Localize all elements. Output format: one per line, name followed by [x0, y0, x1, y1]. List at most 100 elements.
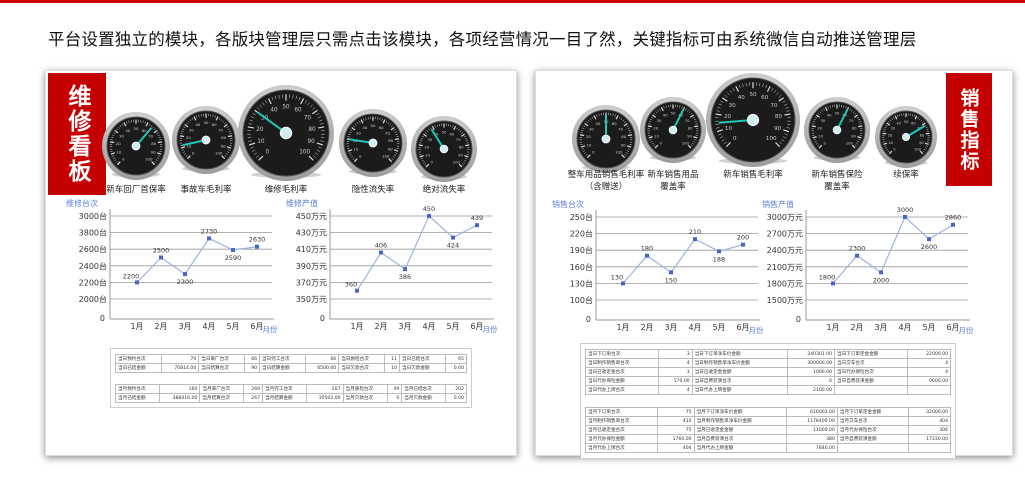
y-tick-label: 100台 — [570, 295, 593, 305]
data-point — [831, 281, 835, 286]
data-label: 2500 — [153, 247, 170, 255]
x-tick-label: 5月 — [226, 322, 239, 331]
table-label: 当日完工台次 — [259, 354, 306, 364]
gauge-scale-label: 10 — [116, 150, 121, 155]
data-label: 1800 — [819, 273, 836, 281]
x-tick-label: 4月 — [422, 322, 435, 331]
table-row: 当日代办保险金额 170.00 当日自费装潢台次 6 当日自费装潢金额 0600.00 — [584, 376, 951, 386]
table-label: 当月自费装潢台次 — [693, 434, 788, 444]
x-axis-title: 月份 — [263, 324, 278, 333]
gauge-scale-label: 100 — [682, 141, 690, 145]
gauge-scale-label: 100 — [145, 157, 153, 162]
table-value: 306 — [908, 425, 951, 435]
x-tick-label: 2月 — [374, 322, 387, 331]
table-label: 当月预约台次 — [114, 384, 161, 394]
gauge-scale-label: 40 — [827, 113, 832, 117]
sales-indicator-panel[interactable]: 销售指标 0102030405060708090100整车用品销售毛利率 （含赠… — [535, 70, 1013, 459]
y-tick-label: 3000万元 — [767, 213, 803, 222]
table-label: 当月完工台次 — [262, 384, 308, 394]
table-value — [908, 443, 951, 453]
gauge-scale-label: 100 — [914, 147, 921, 151]
gauge-scale-label: 20 — [817, 126, 822, 130]
gauge-label: 续保率 — [893, 170, 919, 180]
gauge-scale-label: 50 — [282, 105, 290, 111]
data-label: 210 — [689, 228, 701, 236]
y-tick-label: 160台 — [570, 262, 593, 272]
gauge-scale-label: 60 — [761, 95, 769, 101]
table-label: 当日自费装潢金额 — [834, 376, 909, 386]
maintenance-dashboard-panel[interactable]: 维修看板 0 10 20 30 40 50 60 70 80 90 100 新车回厂首保率 0 10 20 3… — [45, 70, 517, 456]
table-value: 7840.00 — [786, 443, 838, 453]
table-label: 当月质检台次 — [342, 384, 388, 394]
gauge-scale-label: 10 — [186, 144, 191, 149]
gauge-scale-label: 20 — [116, 141, 121, 146]
gauge-label: 新车销售保险 覆盖率 — [811, 170, 863, 192]
table-value: 404 — [656, 443, 695, 453]
data-point — [927, 237, 931, 242]
gauge-scale-label: 40 — [195, 122, 200, 127]
chart-title: 销售台次 — [552, 199, 584, 209]
data-point — [855, 253, 859, 258]
line-chart: 维修台次 3000台 3800台 2600台 2400台 2200台 2000台 0 2200 1… — [66, 198, 278, 333]
table-row: 当日预约台次 70 当日来厂台次 66 当日完工台次 66 当日质检台次 11 当日已结台次 65 — [115, 354, 468, 364]
data-point — [207, 236, 211, 241]
table-value: 22000.00 — [907, 349, 951, 359]
table-label: 当日自费装潢台次 — [691, 376, 788, 386]
gauge-scale-label: 100 — [215, 151, 223, 156]
table-label: 当月下订单净车价金额 — [693, 407, 788, 417]
table-value: 11000.00 — [786, 425, 838, 435]
line-chart: 销售产值 3000万元 2700万元 2400万元 2100万元 1800万元 1500万元… — [762, 199, 974, 334]
data-label: 200 — [737, 234, 749, 242]
gauge-scale-label: 30 — [589, 126, 594, 131]
table-value: 160 — [159, 384, 201, 394]
gauge-scale-label: 80 — [920, 133, 924, 137]
data-point — [645, 253, 649, 258]
x-tick-label: 6月 — [736, 323, 749, 332]
y-tick-label: 430万元 — [296, 229, 327, 238]
gauge-scale-label: 90 — [919, 141, 923, 145]
table-label: 当日已结金额 — [115, 363, 162, 373]
origin-label: 0 — [100, 314, 105, 323]
y-tick-label: 2400台 — [79, 261, 107, 271]
table-value: 4 — [907, 367, 951, 377]
x-tick-label: 4月 — [688, 323, 701, 332]
table-row: 当月代办保险金额 1760.00 当月自费装潢台次 380 当月自费装潢金额 17330.… — [585, 434, 951, 444]
gauge-scale-label: 100 — [453, 160, 461, 164]
data-label: 2730 — [201, 227, 218, 235]
gauge-scale-label: 0 — [122, 157, 125, 162]
table-label: 当月来厂台次 — [199, 384, 245, 394]
table-value: 70814.00 — [160, 363, 200, 373]
gauge-scale-label: 70 — [385, 130, 390, 135]
data-point — [403, 267, 407, 272]
gauge-scale-label: 50 — [442, 131, 447, 135]
table-value: 388016.00 — [159, 393, 201, 403]
data-label: 180 — [641, 245, 653, 253]
data-label: 3000 — [897, 206, 914, 214]
gauge-scale-label: 80 — [775, 114, 783, 120]
x-tick-label: 6月 — [250, 322, 263, 331]
table-value: 90 — [243, 363, 261, 373]
x-tick-label: 2月 — [640, 323, 653, 332]
table-value: 2100.00 — [786, 385, 836, 395]
gauge-scale-label: 40 — [595, 121, 600, 126]
series-line — [832, 215, 954, 284]
gauge-scale-label: 100 — [382, 154, 390, 159]
y-tick-label: 2600台 — [79, 244, 107, 254]
table-label: 当日制作销售单净车价金额 — [691, 358, 788, 368]
table-label: 当日下订单净车价金额 — [691, 349, 788, 359]
gauge-scale-label: 0 — [192, 151, 195, 156]
table-label: 当月制作销售单台次 — [585, 416, 658, 426]
gauge-scale-label: 10 — [654, 134, 659, 138]
gauge-label: 事故车毛利率 — [180, 185, 232, 195]
gauge-scale-label: 70 — [770, 103, 778, 109]
y-tick-label: 190台 — [570, 245, 593, 255]
table-label: 当月下订单定金金额 — [836, 407, 910, 417]
gauge-scale-label: 60 — [911, 122, 915, 126]
data-label: 2000 — [873, 276, 890, 284]
gauge-scale-label: 40 — [362, 125, 367, 130]
gauge-scale-label: 90 — [151, 150, 156, 155]
headline: 平台设置独立的模块，各版块管理层只需点击该模块，各项经营情况一目了然，关键指标可… — [48, 30, 917, 49]
table-value: 4 — [658, 358, 693, 368]
gauge-scale-label: 90 — [621, 143, 626, 148]
